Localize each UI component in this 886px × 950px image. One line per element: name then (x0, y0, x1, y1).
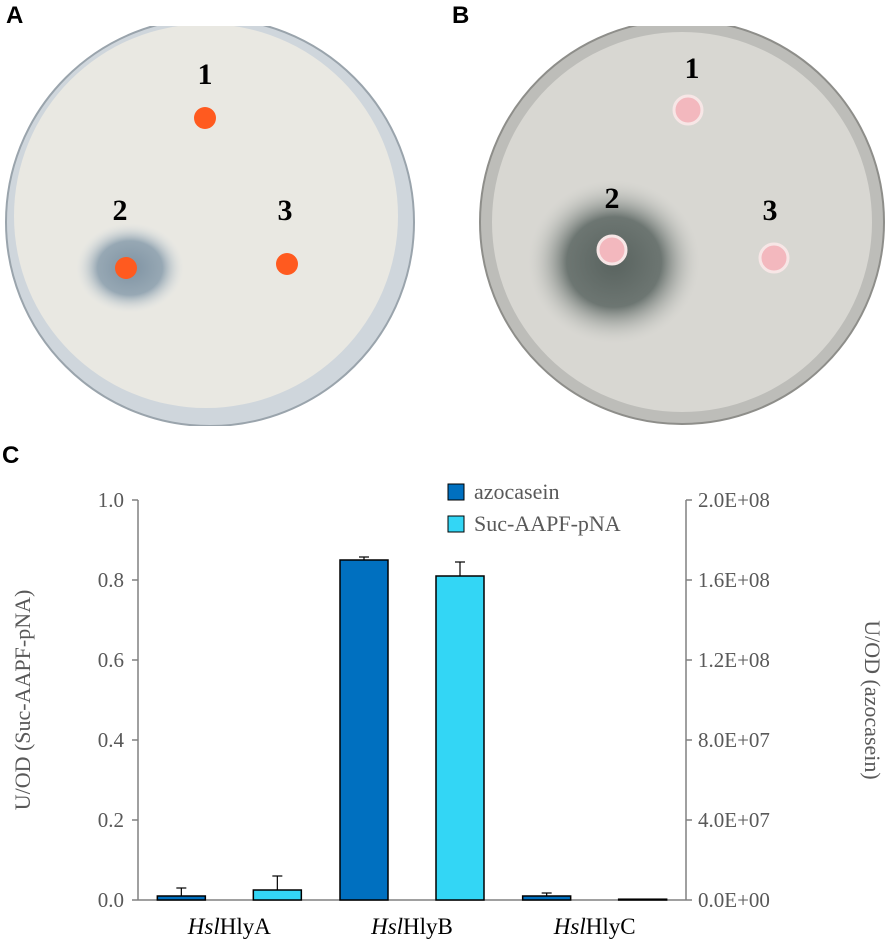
dish-agar (14, 26, 398, 408)
bar-suc-aapf-pna (617, 898, 668, 901)
disk-1 (672, 94, 704, 126)
legend-label: Suc-AAPF-pNA (474, 511, 621, 536)
left-tick-label: 0.6 (98, 648, 124, 672)
right-tick-label: 0.0E+00 (698, 888, 770, 912)
panel-a-label: A (6, 2, 24, 29)
panel-c-label: C (2, 442, 20, 469)
well-label-3: 3 (278, 194, 293, 227)
right-tick-label: 1.2E+08 (698, 648, 770, 672)
right-tick-label: 2.0E+08 (698, 488, 770, 512)
bar-suc-aapf-pna (252, 889, 303, 901)
well-label-1: 1 (685, 52, 700, 85)
left-tick-label: 0.4 (98, 728, 125, 752)
bar-azocasein (339, 559, 389, 901)
panel-b-label: B (452, 2, 470, 29)
category-label: HslHlyA (187, 914, 271, 939)
right-axis-title: U/OD (azocasein) (860, 620, 885, 779)
bar-azocasein (156, 895, 207, 901)
axes: 0.0 0.2 0.4 0.6 0.8 1.0 0.0E+00 4.0E+07 8.0E+07 1… (10, 488, 885, 939)
well-label-2: 2 (113, 194, 128, 227)
left-axis-title: U/OD (Suc-AAPF-pNA) (10, 590, 35, 811)
left-tick-label: 0.2 (98, 808, 124, 832)
left-tick-label: 0.8 (98, 568, 124, 592)
well-label-1: 1 (198, 58, 213, 91)
right-tick-label: 1.6E+08 (698, 568, 770, 592)
bar-azocasein (521, 895, 572, 901)
category-label: HslHlyC (553, 914, 636, 939)
legend-swatch (447, 515, 465, 533)
disk-2 (115, 257, 137, 279)
disk-2 (596, 234, 628, 266)
right-tick-label: 8.0E+07 (698, 728, 770, 752)
bar-suc-aapf-pna (435, 575, 485, 901)
well-label-3: 3 (763, 194, 778, 227)
left-tick-label: 1.0 (98, 488, 124, 512)
legend-swatch (447, 483, 465, 501)
disk-3 (276, 253, 298, 275)
bars (156, 556, 668, 901)
well-label-2: 2 (605, 182, 620, 215)
disk-1 (194, 107, 216, 129)
petri-dish-a: 1 2 3 (5, 26, 415, 426)
legend: azocasein Suc-AAPF-pNA (447, 479, 621, 536)
legend-label: azocasein (474, 479, 560, 504)
petri-dish-b: 1 2 3 (479, 26, 885, 425)
bar-chart: 0.0 0.2 0.4 0.6 0.8 1.0 0.0E+00 4.0E+07 8.0E+07 1… (10, 479, 885, 939)
left-tick-label: 0.0 (98, 888, 124, 912)
right-tick-label: 4.0E+07 (698, 808, 770, 832)
disk-3 (758, 242, 790, 274)
category-label: HslHlyB (370, 914, 453, 939)
